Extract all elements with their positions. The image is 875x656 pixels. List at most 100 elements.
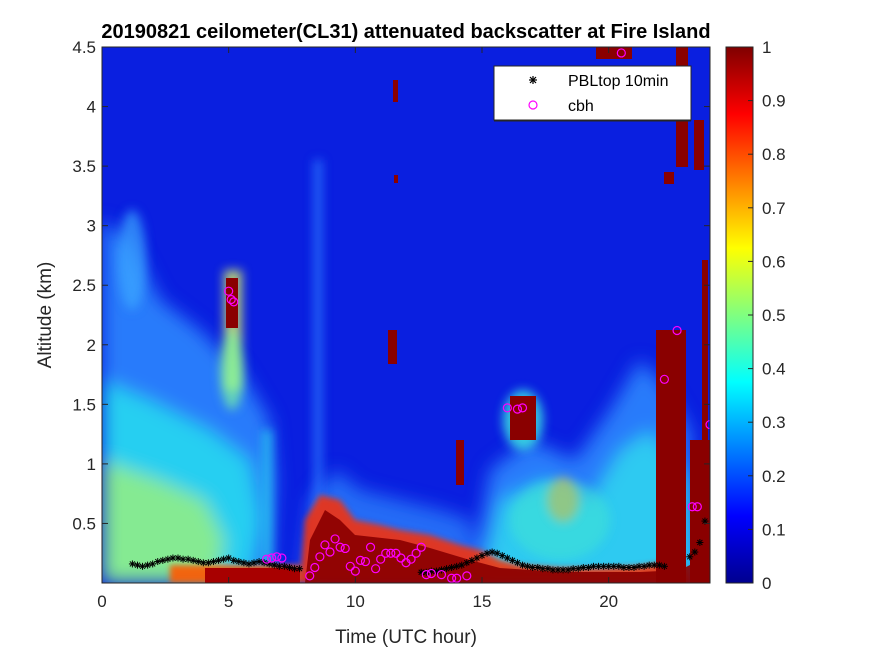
cbh-point — [262, 554, 272, 564]
cbh-point — [436, 570, 447, 580]
legend: PBLtop 10min cbh — [493, 65, 692, 122]
pbltop-point — [691, 548, 699, 556]
pbltop-point — [473, 554, 481, 562]
colorbar-tick-label: 0.6 — [762, 252, 786, 271]
colorbar-tick-label: 0.9 — [762, 92, 786, 111]
pbltop-point — [133, 561, 141, 569]
pbltop-point — [149, 560, 157, 568]
pbltop-point — [437, 566, 445, 574]
pbltop-point — [493, 549, 501, 557]
pbltop-point — [534, 564, 542, 572]
cbh-point — [325, 547, 335, 557]
chart-title: 20190821 ceilometer(CL31) attenuated bac… — [101, 21, 710, 43]
cbh-point — [267, 553, 277, 563]
cbh-point — [659, 374, 670, 384]
pbltop-point — [139, 562, 147, 570]
cbh-point — [616, 48, 626, 58]
pbltop-point — [524, 562, 532, 570]
pbltop-point — [686, 553, 694, 561]
pbltop-point — [569, 565, 577, 573]
pbltop-point — [144, 561, 152, 569]
pbltop-point — [615, 562, 623, 570]
pbltop-point — [204, 559, 212, 567]
plot-frame — [101, 46, 711, 584]
y-tick-label: 3.5 — [72, 157, 96, 176]
cbh-point — [310, 562, 320, 573]
cbh-point — [320, 540, 330, 550]
pbltop-point — [448, 564, 456, 572]
pbltop-point — [559, 566, 567, 574]
cbh-point — [305, 571, 315, 581]
pbltop-point — [280, 562, 288, 570]
pbltop-point — [508, 556, 516, 564]
cbh-point — [687, 502, 697, 512]
cbh-point — [330, 534, 340, 544]
cbh-point — [502, 403, 512, 413]
colorbar-tick-label: 0.4 — [762, 360, 786, 379]
pbltop-point — [660, 562, 668, 570]
cbh-point — [692, 502, 702, 512]
y-tick-label: 4.5 — [72, 38, 96, 57]
pbltop-point — [655, 561, 663, 569]
pbltop-point — [285, 564, 293, 572]
cbh-point — [416, 542, 426, 552]
colorbar-tick-label: 1 — [762, 38, 771, 57]
y-tick-label: 0.5 — [72, 514, 96, 533]
cbh-point — [335, 542, 345, 552]
x-tick-label: 0 — [97, 592, 106, 611]
x-axis-ticks: 0 5 10 15 20 — [97, 47, 618, 611]
cbh-point — [452, 573, 462, 583]
pbltop-point — [174, 554, 182, 562]
pbltop-point — [564, 566, 572, 574]
pbltop-point — [549, 566, 557, 574]
colorbar-tick-label: 0.1 — [762, 520, 786, 539]
cbh-point — [381, 548, 391, 558]
cbh-point — [421, 570, 431, 580]
x-tick-label: 5 — [224, 592, 233, 611]
cbh-point — [226, 294, 236, 305]
pbltop-point — [270, 561, 278, 569]
cbh-point — [315, 552, 325, 562]
pbltop-point — [463, 559, 471, 567]
pbltop-point — [544, 565, 552, 573]
pbltop-point — [640, 562, 648, 570]
cbh-point — [350, 566, 360, 576]
backscatter-heatmap — [102, 47, 710, 583]
cbh-point — [512, 404, 523, 414]
colorbar-ticks: 0 0.1 0.2 0.3 0.4 0.5 0.6 0.7 0.8 0.9 1 — [748, 38, 786, 593]
cbh-point — [345, 561, 355, 571]
pbltop-point — [255, 558, 263, 566]
colorbar-tick-label: 0 — [762, 574, 771, 593]
pbltop-point — [529, 564, 537, 572]
x-tick-label: 10 — [346, 592, 365, 611]
pbltop-point — [154, 558, 162, 566]
pbltop-point — [209, 558, 217, 566]
y-tick-label: 1 — [87, 455, 96, 474]
series-layer — [128, 48, 710, 583]
cbh-point — [426, 568, 436, 579]
pbltop-point — [458, 561, 466, 569]
legend-asterisk-icon — [529, 76, 537, 84]
legend-label-pbltop: PBLtop 10min — [568, 73, 669, 90]
pbltop-point — [498, 552, 506, 560]
cbh-point — [386, 548, 396, 558]
pbltop-point — [468, 556, 476, 564]
cbh-point — [411, 548, 421, 558]
cbh-point — [224, 286, 234, 296]
cbh-point — [376, 554, 386, 564]
pbltop-point — [696, 539, 704, 547]
colorbar-tick-label: 0.3 — [762, 413, 786, 432]
y-axis-label: Altitude (km) — [35, 262, 56, 369]
legend-box — [493, 65, 692, 121]
pbltop-point — [478, 552, 486, 560]
y-tick-label: 4 — [87, 98, 96, 117]
pbltop-point — [215, 556, 223, 564]
cbh-point — [277, 553, 287, 563]
colorbar-tick-label: 0.8 — [762, 145, 786, 164]
pbltop-point — [453, 562, 461, 570]
pbltop-point — [296, 565, 304, 573]
y-axis-ticks: 0.5 1 1.5 2 2.5 3 3.5 4 4.5 — [72, 38, 710, 533]
cbh-point — [365, 542, 376, 552]
pbltop-point — [519, 561, 527, 569]
